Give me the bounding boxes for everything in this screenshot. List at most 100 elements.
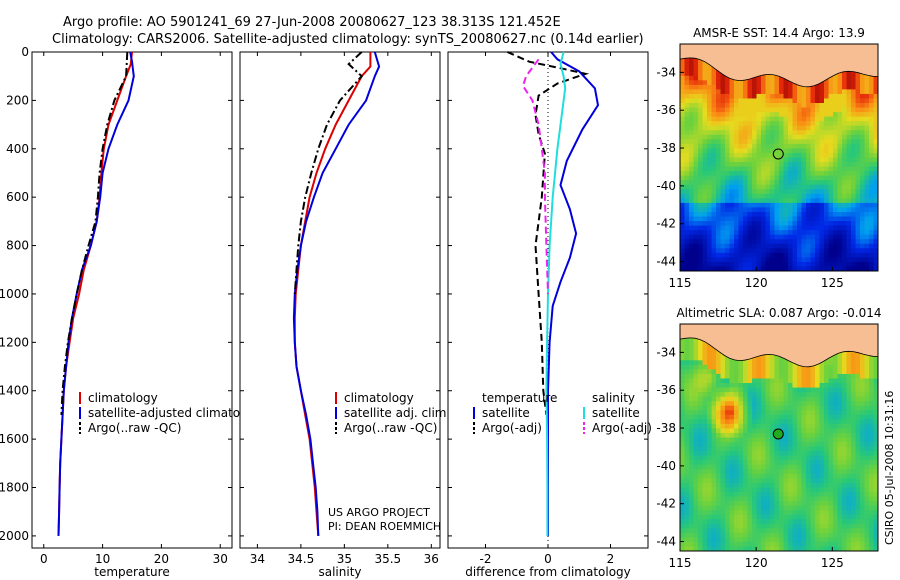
heatmap-cell: [734, 510, 739, 516]
heatmap-cell: [833, 130, 838, 136]
heatmap-cell: [761, 383, 766, 388]
heatmap-cell: [770, 537, 775, 543]
heatmap-cell: [729, 134, 735, 140]
heatmap-cell: [698, 369, 703, 375]
heatmap-cell: [815, 546, 820, 552]
heatmap-cell: [729, 152, 735, 158]
heatmap-cell: [711, 198, 717, 204]
heatmap-cell: [860, 107, 865, 113]
heatmap-cell: [779, 180, 784, 186]
heatmap-cell: [810, 121, 816, 127]
heatmap-cell: [783, 360, 789, 366]
heatmap-cell: [747, 455, 753, 461]
heatmap-cell: [680, 537, 685, 543]
heatmap-cell: [824, 532, 829, 538]
heatmap-cell: [833, 148, 838, 154]
heatmap-cell: [707, 202, 712, 208]
heatmap-cell: [860, 248, 865, 254]
heatmap-cell: [837, 378, 843, 384]
heatmap-cell: [855, 451, 861, 457]
heatmap-cell: [783, 84, 789, 90]
heatmap-cell: [833, 171, 838, 177]
heatmap-cell: [774, 157, 780, 163]
heatmap-cell: [680, 405, 685, 411]
heatmap-cell: [698, 442, 703, 447]
heatmap-cell: [752, 423, 757, 429]
timestamp-stamp: CSIRO 05-Jul-2008 10:31:16: [883, 391, 896, 545]
heatmap-cell: [788, 546, 793, 552]
heatmap-cell: [738, 189, 744, 195]
heatmap-cell: [851, 207, 856, 213]
heatmap-cell: [729, 221, 735, 226]
heatmap-cell: [792, 216, 798, 222]
heatmap-cell: [873, 510, 879, 516]
heatmap-cell: [815, 469, 820, 475]
heatmap-cell: [743, 523, 748, 529]
heatmap-cell: [846, 198, 852, 204]
heatmap-cell: [842, 369, 847, 375]
heatmap-cell: [761, 103, 766, 108]
heatmap-cell: [819, 423, 825, 429]
heatmap-cell: [815, 243, 820, 249]
heatmap-cell: [761, 532, 766, 538]
heatmap-cell: [729, 266, 735, 272]
y-tick-label: 600: [6, 190, 29, 204]
heatmap-cell: [693, 405, 699, 411]
heatmap-cell: [797, 523, 802, 529]
heatmap-cell: [806, 428, 811, 434]
heatmap-cell: [783, 419, 789, 425]
heatmap-cell: [743, 514, 748, 520]
heatmap-cell: [761, 248, 766, 254]
heatmap-cell: [837, 419, 843, 425]
heatmap-cell: [815, 451, 820, 457]
heatmap-cell: [684, 378, 690, 384]
heatmap-cell: [792, 523, 798, 529]
heatmap-cell: [788, 469, 793, 475]
heatmap-cell: [734, 432, 739, 438]
heatmap-cell: [864, 478, 870, 484]
heatmap-cell: [774, 184, 780, 190]
heatmap-cell: [851, 230, 856, 236]
heatmap-cell: [756, 419, 762, 425]
heatmap-cell: [761, 230, 766, 236]
heatmap-cell: [824, 501, 829, 506]
heatmap-cell: [819, 451, 825, 457]
heatmap-cell: [716, 546, 721, 552]
heatmap-cell: [756, 423, 762, 429]
heatmap-cell: [837, 266, 843, 272]
heatmap-cell: [752, 364, 757, 370]
heatmap-cell: [873, 80, 879, 86]
heatmap-cell: [828, 496, 834, 502]
heatmap-cell: [720, 189, 726, 195]
heatmap-cell: [747, 266, 753, 272]
heatmap-cell: [815, 266, 820, 272]
heatmap-cell: [716, 202, 721, 208]
heatmap-cell: [720, 532, 726, 538]
heatmap-cell: [837, 528, 843, 534]
heatmap-cell: [734, 460, 739, 466]
heatmap-cell: [756, 383, 762, 388]
heatmap-cell: [734, 537, 739, 543]
heatmap-cell: [792, 473, 798, 479]
heatmap-cell: [824, 378, 829, 384]
heatmap-cell: [873, 496, 879, 502]
heatmap-cell: [756, 207, 762, 213]
heatmap-cell: [770, 230, 775, 236]
heatmap-cell: [788, 460, 793, 466]
heatmap-cell: [783, 387, 789, 393]
heatmap-cell: [792, 121, 798, 127]
heatmap-cell: [837, 473, 843, 479]
heatmap-cell: [797, 419, 802, 425]
heatmap-cell: [716, 211, 721, 217]
heatmap-cell: [788, 505, 793, 511]
heatmap-cell: [711, 355, 717, 361]
heatmap-cell: [707, 451, 712, 457]
heatmap-cell: [806, 216, 811, 222]
heatmap-cell: [729, 364, 735, 370]
heatmap-cell: [864, 225, 870, 231]
heatmap-cell: [788, 202, 793, 208]
heatmap-cell: [734, 369, 739, 375]
heatmap-cell: [720, 112, 726, 118]
heatmap-cell: [752, 207, 757, 213]
heatmap-cell: [716, 405, 721, 411]
